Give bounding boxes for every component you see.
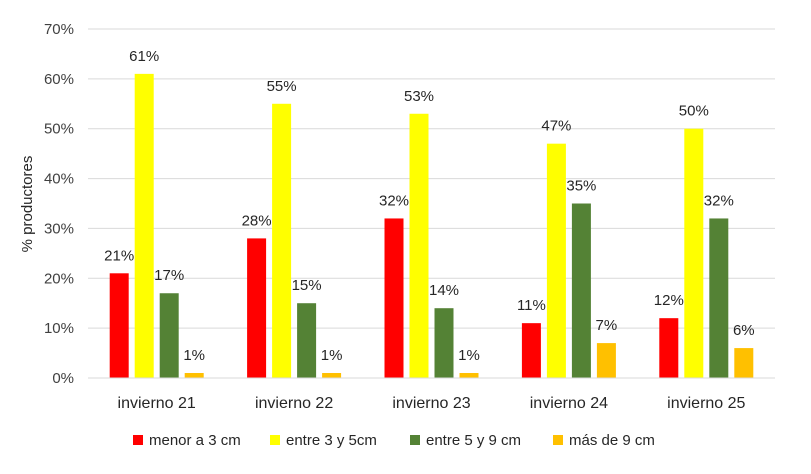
data-labels: 21% 61% 17% 1% 28% 55% 15% 1% 32% 53% 14% 1% 11% 47% 3… (104, 48, 754, 364)
y-tick-label: 40% (44, 171, 74, 188)
data-label: 35% (566, 178, 596, 195)
data-label: 1% (183, 347, 205, 364)
legend-label: menor a 3 cm (149, 432, 241, 449)
data-label: 32% (704, 192, 734, 209)
legend-label: entre 3 y 5cm (286, 432, 377, 449)
legend: menor a 3 cm entre 3 y 5cm entre 5 y 9 cm m… (133, 432, 655, 449)
data-label: 55% (267, 78, 297, 95)
data-label: 12% (654, 292, 684, 309)
legend-swatch (270, 435, 280, 445)
data-label: 6% (733, 322, 755, 339)
data-label: 61% (129, 48, 159, 65)
bar (134, 73, 154, 378)
y-tick-label: 70% (44, 21, 74, 38)
data-label: 14% (429, 282, 459, 299)
legend-label: más de 9 cm (569, 432, 655, 449)
legend-item: entre 5 y 9 cm (410, 432, 521, 449)
x-category-label: invierno 22 (255, 395, 333, 412)
bar (384, 218, 404, 378)
bar (709, 218, 729, 378)
y-axis-title: % productores (19, 156, 36, 253)
bars (109, 73, 754, 379)
x-axis-categories: invierno 21 invierno 22 invierno 23 inviern… (118, 395, 746, 412)
y-tick-label: 20% (44, 270, 74, 287)
bar (409, 113, 429, 378)
x-category-label: invierno 21 (118, 395, 196, 412)
bar (546, 143, 566, 378)
legend-swatch (553, 435, 563, 445)
legend-label: entre 5 y 9 cm (426, 432, 521, 449)
data-label: 17% (154, 267, 184, 284)
bar (159, 293, 179, 378)
bar (571, 203, 591, 378)
legend-item: entre 3 y 5cm (270, 432, 377, 449)
legend-swatch (410, 435, 420, 445)
data-label: 15% (292, 277, 322, 294)
data-label: 21% (104, 247, 134, 264)
y-tick-label: 60% (44, 71, 74, 88)
bar (459, 373, 479, 378)
bar (272, 103, 292, 379)
data-label: 11% (517, 297, 546, 314)
x-category-label: invierno 25 (667, 395, 745, 412)
data-label: 50% (679, 103, 709, 120)
data-label: 53% (404, 88, 434, 105)
y-axis-ticks: 0% 10% 20% 30% 40% 50% 60% 70% (44, 21, 74, 387)
legend-item: menor a 3 cm (133, 432, 241, 449)
y-tick-label: 30% (44, 220, 74, 237)
data-label: 1% (458, 347, 480, 364)
bar (184, 373, 204, 378)
legend-item: más de 9 cm (553, 432, 655, 449)
bar (109, 273, 129, 378)
data-label: 28% (242, 212, 272, 229)
bar (684, 128, 704, 378)
bar (521, 323, 541, 378)
data-label: 7% (596, 317, 618, 334)
data-label: 1% (321, 347, 343, 364)
bar (596, 343, 616, 378)
bar (247, 238, 267, 378)
bar (297, 303, 317, 378)
data-label: 47% (541, 118, 571, 135)
y-tick-label: 50% (44, 121, 74, 138)
y-tick-label: 10% (44, 320, 74, 337)
bar (734, 348, 754, 378)
bar (659, 318, 679, 378)
data-label: 32% (379, 192, 409, 209)
bar (434, 308, 454, 378)
bar (322, 373, 342, 378)
x-category-label: invierno 23 (392, 395, 470, 412)
legend-swatch (133, 435, 143, 445)
gridlines (88, 28, 775, 329)
y-tick-label: 0% (52, 370, 74, 387)
x-category-label: invierno 24 (530, 395, 608, 412)
